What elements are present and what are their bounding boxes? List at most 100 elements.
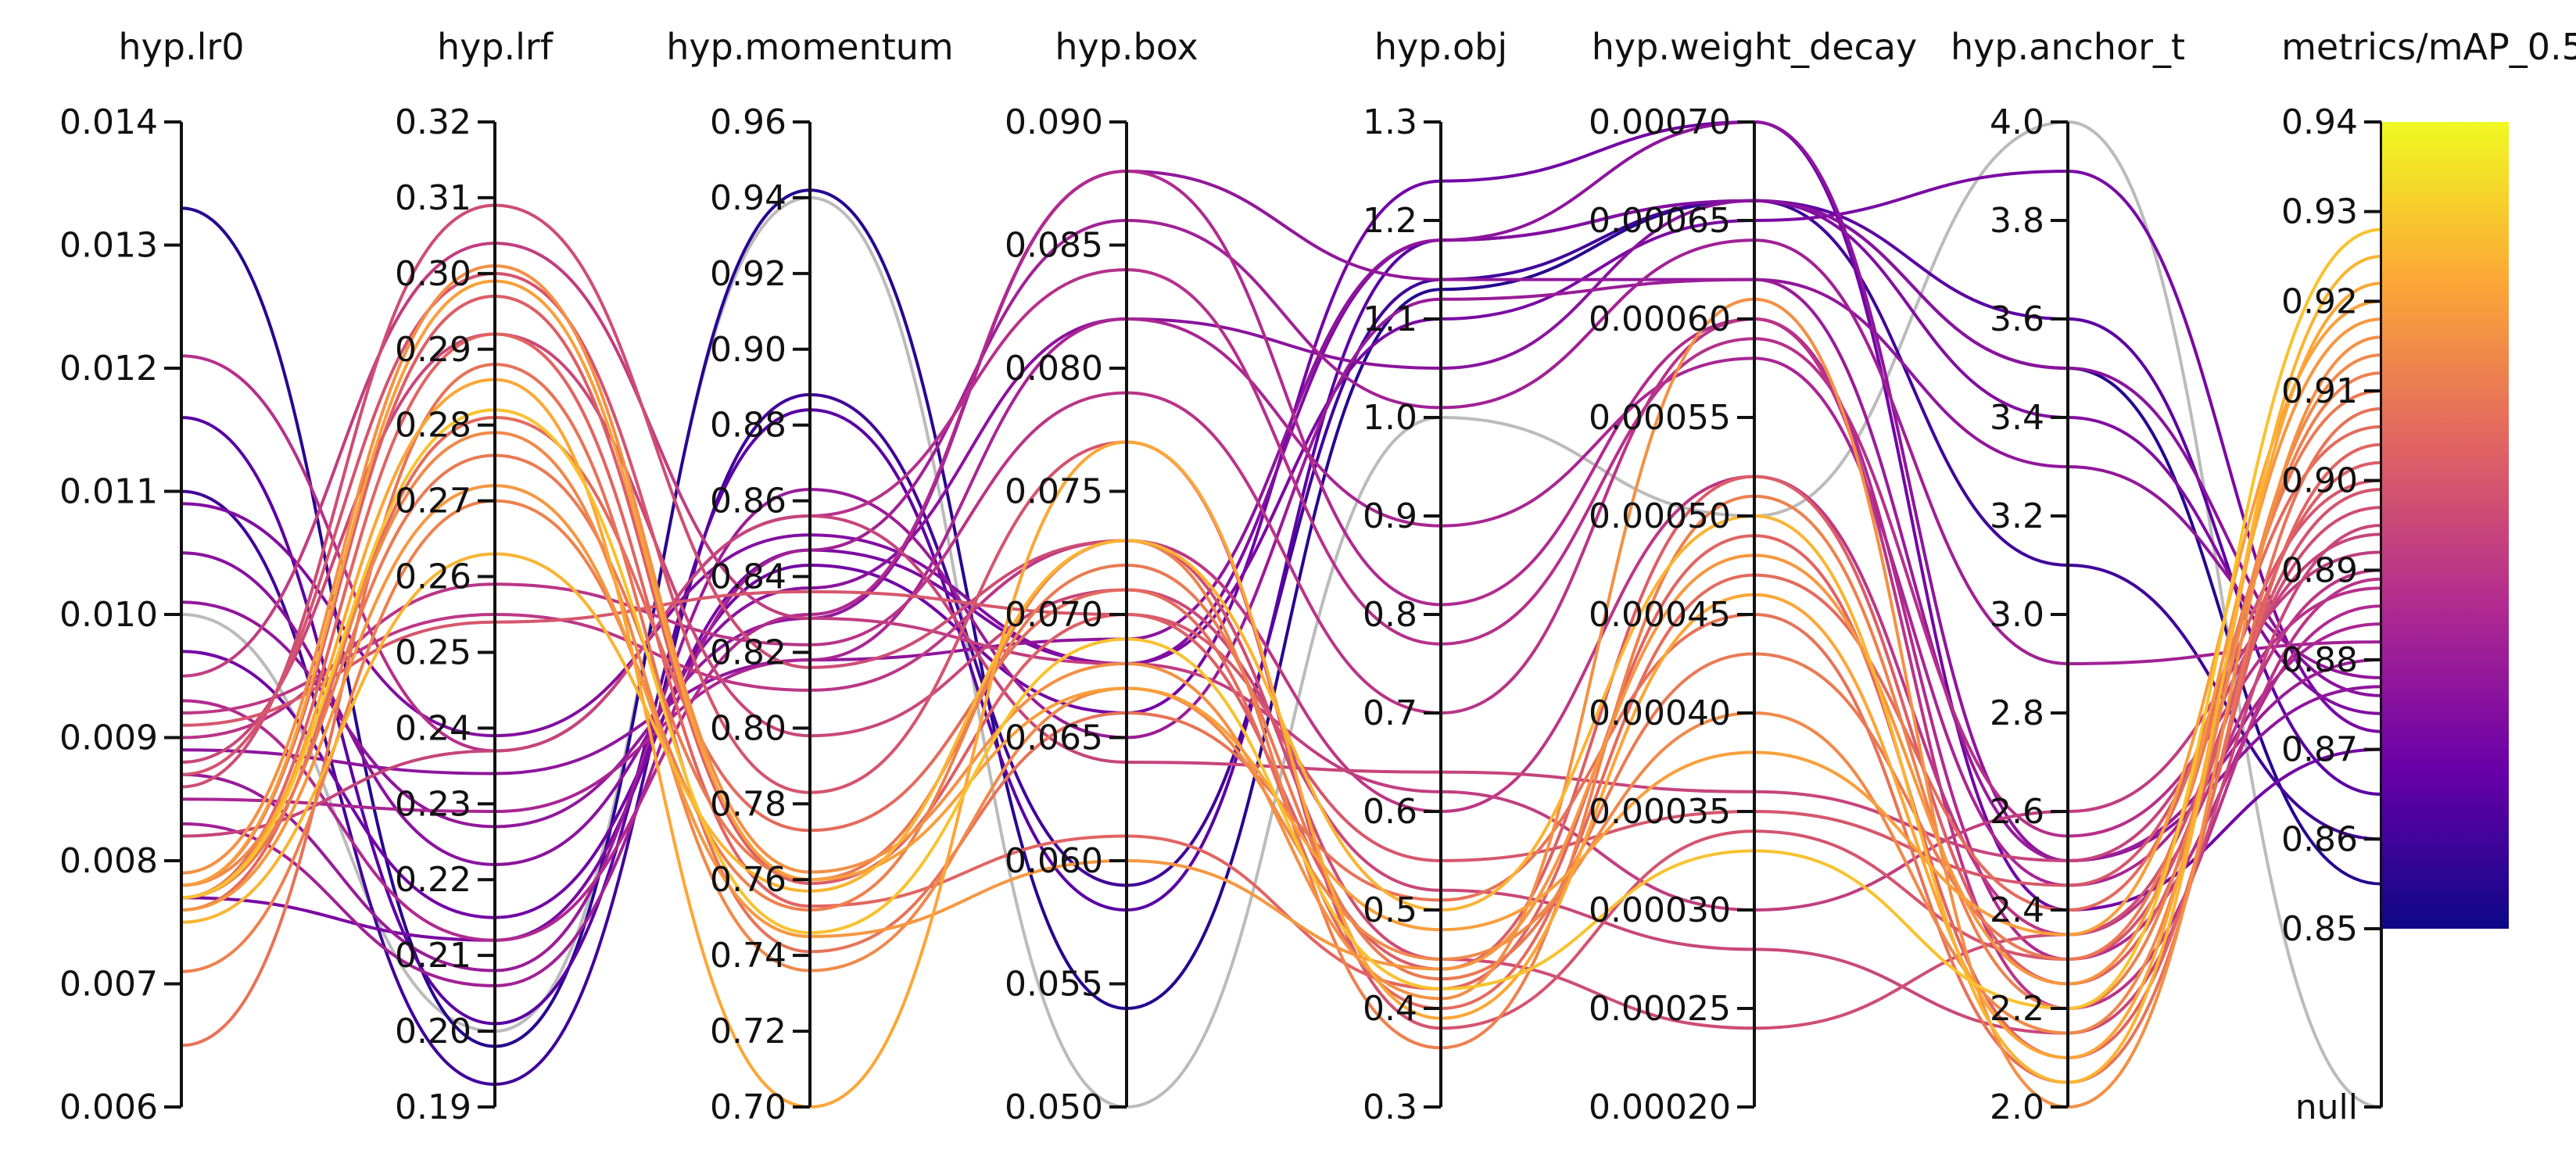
tick-label: 0.008 (59, 841, 158, 881)
tick-label: 0.21 (395, 936, 471, 976)
run-line (180, 169, 2383, 829)
tick-label: 4.0 (1990, 102, 2044, 142)
tick-label: 0.91 (2281, 371, 2358, 411)
tick-label: 0.00060 (1589, 299, 1731, 339)
colorbar (2382, 122, 2509, 929)
axis-title: hyp.momentum (666, 26, 953, 68)
axis-hyp-obj: hyp.obj 0.3 0.4 0.5 0.6 0.7 0.8 0.9 1.0 1.1 1.2 1.3 (1363, 26, 1507, 1127)
axis-title: hyp.anchor_t (1951, 26, 2185, 68)
tick-label: 0.22 (395, 860, 471, 900)
axis-hyp-anchor-t: hyp.anchor_t 2.0 2.2 2.4 2.6 2.8 3.0 3.2 3.4 3.6 3… (1951, 26, 2185, 1127)
tick-label: 0.26 (395, 557, 471, 597)
tick-label: 0.23 (395, 784, 471, 824)
run-line (180, 199, 2383, 1086)
run-line (180, 371, 2383, 1050)
tick-label: null (2295, 1087, 2358, 1127)
tick-label: 0.00020 (1589, 1087, 1731, 1127)
tick-label: 0.89 (2281, 550, 2358, 590)
run-line (180, 317, 2383, 887)
tick-label: 0.00040 (1589, 693, 1731, 733)
axis-hyp-lr0: hyp.lr0 0.006 0.007 0.008 0.009 0.010 0.011 0.0… (59, 26, 245, 1127)
tick-label: 3.4 (1990, 398, 2044, 438)
tick-label: 0.050 (1005, 1087, 1103, 1127)
tick-label: 0.7 (1363, 693, 1417, 733)
tick-label: 0.72 (710, 1012, 786, 1051)
tick-label: 3.6 (1990, 299, 2044, 339)
tick-label: 0.29 (395, 330, 471, 370)
tick-label: 0.060 (1005, 841, 1103, 881)
axis-title: hyp.obj (1374, 26, 1507, 68)
tick-label: 0.012 (59, 349, 158, 389)
tick-label: 3.8 (1990, 201, 2044, 241)
tick-label: 0.92 (2281, 281, 2358, 321)
tick-label: 0.00055 (1589, 398, 1731, 438)
tick-label: 2.4 (1990, 890, 2044, 930)
tick-label: 0.00065 (1589, 201, 1731, 241)
axis-hyp-weight-decay: hyp.weight_decay 0.00020 0.00025 0.00030 0.0… (1589, 26, 1917, 1127)
tick-label: 0.88 (710, 406, 786, 446)
tick-label: 2.8 (1990, 693, 2044, 733)
run-line (180, 281, 2383, 1109)
run-line (180, 294, 2383, 986)
tick-label: 0.8 (1363, 595, 1417, 635)
tick-label: 0.090 (1005, 102, 1103, 142)
run-line (180, 120, 2383, 919)
tick-label: 0.24 (395, 708, 471, 748)
tick-label: 0.19 (395, 1087, 471, 1127)
tick-label: 0.00045 (1589, 595, 1731, 635)
axis-hyp-box: hyp.box 0.050 0.055 0.060 0.065 0.070 0.075 0.0… (1005, 26, 1198, 1127)
tick-label: 0.6 (1363, 792, 1417, 832)
tick-label: 0.007 (59, 965, 158, 1005)
tick-label: 0.085 (1005, 226, 1103, 266)
tick-label: 0.4 (1363, 989, 1417, 1029)
tick-label: 0.20 (395, 1012, 471, 1051)
run-line (180, 203, 2383, 1030)
tick-label: 0.27 (395, 482, 471, 521)
run-line (180, 389, 2383, 981)
tick-label: 0.065 (1005, 718, 1103, 758)
tick-label: 0.011 (59, 472, 158, 512)
tick-label: 0.94 (710, 178, 786, 218)
run-line (180, 278, 2383, 973)
tick-label: 0.94 (2281, 102, 2358, 142)
axis-title: hyp.box (1055, 26, 1198, 68)
axis-title: hyp.lr0 (118, 26, 244, 68)
tick-label: 0.070 (1005, 595, 1103, 635)
tick-label: 0.009 (59, 718, 158, 758)
tick-label: 0.00070 (1589, 102, 1731, 142)
axis-title: metrics/mAP_0.5 (2281, 26, 2576, 68)
axis-title: hyp.weight_decay (1592, 26, 1918, 68)
tick-label: 0.00025 (1589, 989, 1731, 1029)
tick-label: 0.00050 (1589, 496, 1731, 536)
tick-label: 0.28 (395, 406, 471, 446)
tick-label: 0.82 (710, 632, 786, 672)
axis-hyp-lrf: hyp.lrf 0.19 0.20 0.21 0.22 0.23 0.24 0.25 0.26 0… (395, 26, 554, 1127)
tick-label: 0.86 (710, 482, 786, 521)
tick-label: 2.2 (1990, 989, 2044, 1029)
tick-label: 0.74 (710, 936, 786, 976)
run-line (180, 199, 2383, 1026)
tick-label: 0.87 (2281, 730, 2358, 770)
tick-label: 0.84 (710, 557, 786, 597)
tick-label: 1.2 (1363, 201, 1417, 241)
run-line (180, 255, 2383, 1084)
tick-label: 0.3 (1363, 1087, 1417, 1127)
tick-label: 0.30 (395, 254, 471, 294)
run-line (180, 120, 2383, 863)
tick-label: 0.78 (710, 784, 786, 824)
run-line (180, 227, 2383, 1011)
run-line (180, 199, 2383, 738)
tick-label: 0.006 (59, 1087, 158, 1127)
tick-label: 3.2 (1990, 496, 2044, 536)
tick-label: 0.85 (2281, 909, 2358, 949)
tick-label: 0.88 (2281, 640, 2358, 680)
tick-label: 0.70 (710, 1087, 786, 1127)
tick-label: 0.010 (59, 595, 158, 635)
run-line (180, 478, 2383, 887)
tick-label: 1.0 (1363, 398, 1417, 438)
tick-label: 0.25 (395, 632, 471, 672)
axis-hyp-momentum: hyp.momentum 0.70 0.72 0.74 0.76 0.78 0.80 0.82… (666, 26, 953, 1127)
tick-label: 0.055 (1005, 965, 1103, 1005)
tick-label: 0.92 (710, 254, 786, 294)
